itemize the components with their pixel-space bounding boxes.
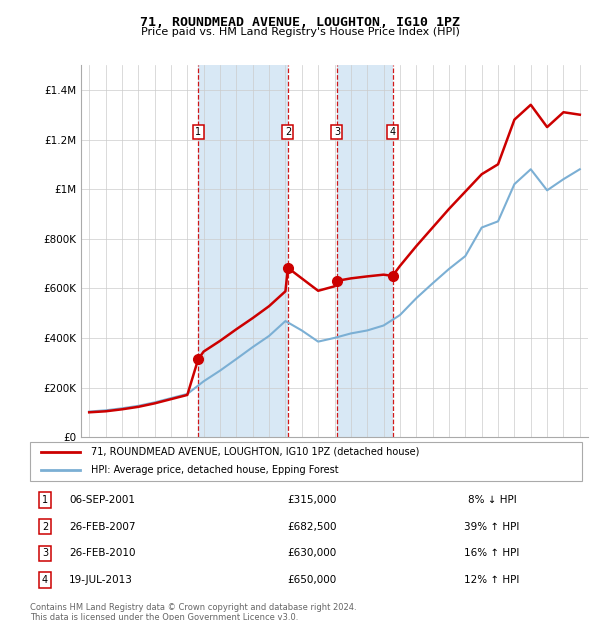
- Text: 4: 4: [389, 127, 395, 137]
- Text: Price paid vs. HM Land Registry's House Price Index (HPI): Price paid vs. HM Land Registry's House …: [140, 27, 460, 37]
- Text: 71, ROUNDMEAD AVENUE, LOUGHTON, IG10 1PZ (detached house): 71, ROUNDMEAD AVENUE, LOUGHTON, IG10 1PZ…: [91, 446, 419, 457]
- Text: 12% ↑ HPI: 12% ↑ HPI: [464, 575, 520, 585]
- Text: 4: 4: [42, 575, 48, 585]
- Bar: [198, 65, 288, 437]
- Text: 3: 3: [334, 127, 340, 137]
- Text: 19-JUL-2013: 19-JUL-2013: [69, 575, 133, 585]
- Text: 2: 2: [285, 127, 291, 137]
- FancyBboxPatch shape: [30, 442, 582, 481]
- Text: Contains HM Land Registry data © Crown copyright and database right 2024.: Contains HM Land Registry data © Crown c…: [30, 603, 356, 612]
- Text: 06-SEP-2001: 06-SEP-2001: [69, 495, 135, 505]
- Text: 1: 1: [42, 495, 48, 505]
- Text: 8% ↓ HPI: 8% ↓ HPI: [467, 495, 517, 505]
- Text: This data is licensed under the Open Government Licence v3.0.: This data is licensed under the Open Gov…: [30, 613, 298, 620]
- Text: £315,000: £315,000: [287, 495, 337, 505]
- Text: £650,000: £650,000: [287, 575, 337, 585]
- Text: £630,000: £630,000: [287, 548, 337, 559]
- Text: £682,500: £682,500: [287, 521, 337, 532]
- Text: 26-FEB-2010: 26-FEB-2010: [69, 548, 136, 559]
- Text: 2: 2: [42, 521, 48, 532]
- Text: 1: 1: [195, 127, 202, 137]
- Bar: [337, 65, 392, 437]
- Text: 3: 3: [42, 548, 48, 559]
- Text: 39% ↑ HPI: 39% ↑ HPI: [464, 521, 520, 532]
- Text: HPI: Average price, detached house, Epping Forest: HPI: Average price, detached house, Eppi…: [91, 465, 338, 475]
- Text: 71, ROUNDMEAD AVENUE, LOUGHTON, IG10 1PZ: 71, ROUNDMEAD AVENUE, LOUGHTON, IG10 1PZ: [140, 16, 460, 29]
- Text: 26-FEB-2007: 26-FEB-2007: [69, 521, 136, 532]
- Text: 16% ↑ HPI: 16% ↑ HPI: [464, 548, 520, 559]
